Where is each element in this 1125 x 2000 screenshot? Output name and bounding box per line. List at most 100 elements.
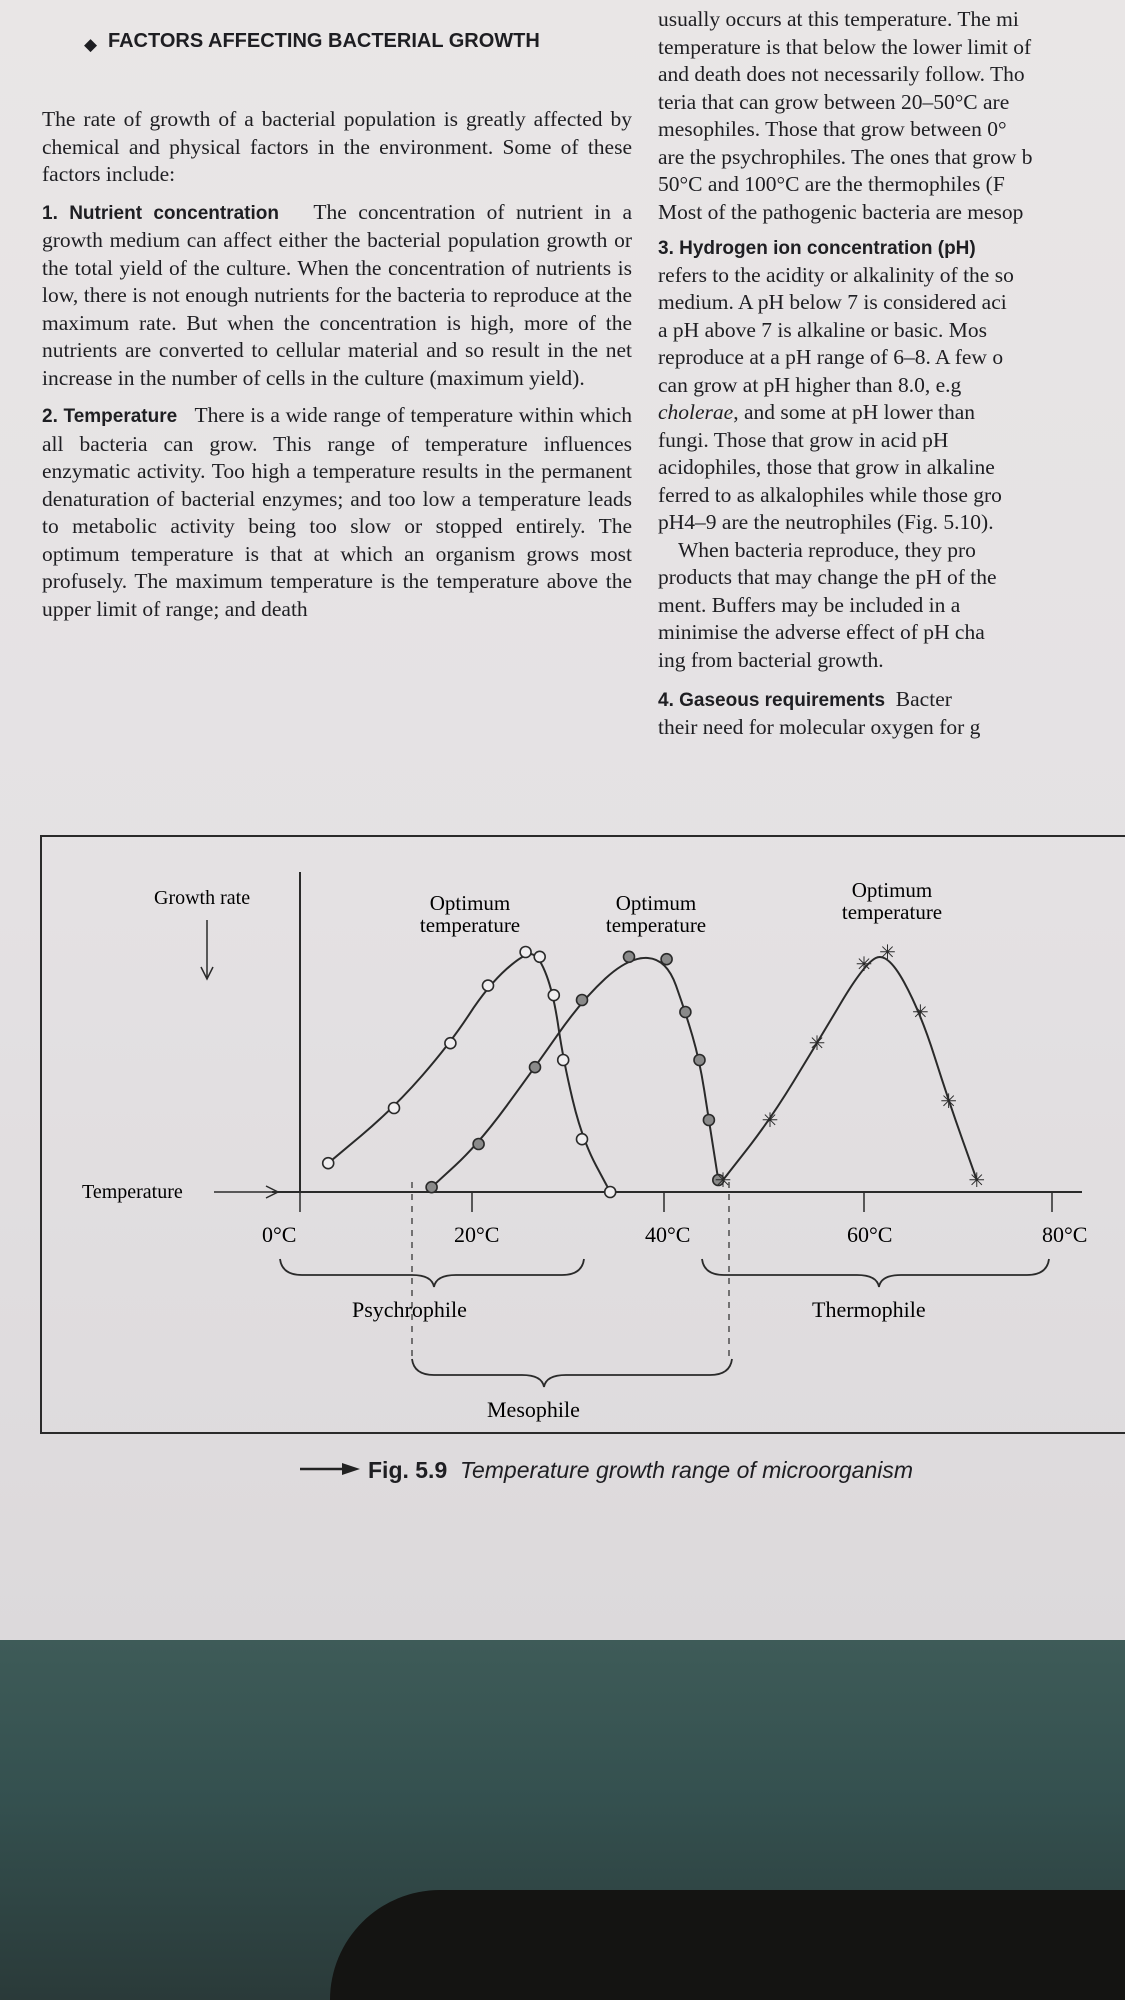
text-line: fungi. Those that grow in acid pH [658, 427, 949, 452]
thermophile-data-point: ✳ [879, 942, 896, 964]
thermophile-data-point: ✳ [762, 1110, 779, 1132]
tick-label: 60°C [847, 1222, 892, 1247]
figure-caption: Fig. 5.9 Temperature growth range of mic… [300, 1457, 1100, 1484]
mesophile-brace [411, 1358, 733, 1388]
psychrophile-label: Psychrophile [352, 1297, 467, 1322]
optimum-label-psychrophile-line2: temperature [420, 913, 520, 937]
text-line: Most of the pathogenic bacteria are meso… [658, 199, 1024, 224]
text-line: medium. A pH below 7 is considered aci [658, 290, 1007, 314]
text-line: usually occurs at this temperature. The … [658, 7, 1019, 31]
text-line: ment. Buffers may be included in a [658, 592, 961, 617]
text-line: teria that can grow between 20–50°C are [658, 89, 1010, 114]
y-axis-label: Growth rate [154, 887, 250, 909]
mesophile-data-point [693, 1053, 706, 1067]
mesophile-curve [430, 956, 720, 1188]
figure-temperature-growth: Growth rate Temperature 0°C 20°C 40°C 60… [40, 835, 1125, 1434]
psychrophile-data-point [387, 1101, 401, 1115]
thermophile-data-point: ✳ [968, 1170, 985, 1192]
ph-title: 3. Hydrogen ion concentration (pH) [658, 238, 976, 259]
nutrient-paragraph: 1. Nutrient concentration The concentrat… [42, 199, 632, 393]
caption-label: Fig. 5.9 [368, 1457, 448, 1483]
species-name: cholerae [658, 400, 734, 424]
intro-paragraph: The rate of growth of a bacterial popula… [42, 107, 632, 186]
tick-label: 0°C [262, 1222, 296, 1247]
arrow-head-icon [200, 966, 214, 981]
text-line: ing from bacterial growth. [658, 647, 884, 672]
thermophile-data-point: ✳ [715, 1170, 732, 1192]
psychrophile-data-point [533, 950, 547, 964]
gas-title-line: 4. Gaseous requirements Bacter [658, 686, 1125, 714]
psychrophile-curve [327, 953, 612, 1193]
left-column: The rate of growth of a bacterial popula… [42, 106, 632, 633]
thermophile-data-point: ✳ [940, 1091, 957, 1113]
thermophile-data-point: ✳ [856, 954, 873, 976]
optimum-label-mesophile-line2: temperature [606, 913, 706, 937]
text-line: 50°C and 100°C are the thermophiles (F [658, 172, 1005, 196]
text-line: reproduce at a pH range of 6–8. A few o [658, 345, 1004, 369]
text-line: products that may change the pH of the [658, 565, 997, 589]
thermophile-data-point: ✳ [912, 1002, 929, 1024]
text-fragment: Bacter [895, 687, 952, 711]
text-line: When bacteria reproduce, they pro [678, 537, 976, 562]
psychrophile-data-point [444, 1036, 457, 1050]
tick-label: 80°C [1042, 1222, 1087, 1247]
x-axis-label: Temperature [82, 1181, 183, 1203]
text-line: cholerae, and some at pH lower than [658, 399, 1125, 427]
gas-title: 4. Gaseous requirements [658, 690, 886, 711]
mesophile-data-point [472, 1137, 485, 1151]
hand-shadow [330, 1890, 1125, 2000]
psychrophile-data-point [321, 1156, 335, 1170]
mesophile-data-point [702, 1113, 716, 1127]
right-column: usually occurs at this temperature. The … [658, 6, 1125, 741]
section-heading: ◆ FACTORS AFFECTING BACTERIAL GROWTH [84, 28, 608, 54]
mesophile-label: Mesophile [487, 1397, 580, 1422]
text-line: acidophiles, those that grow in alkaline [658, 455, 995, 479]
mesophile-data-point [425, 1180, 438, 1194]
text-line: ferred to as alkalophiles while those gr… [658, 482, 1002, 507]
text-line: mesophiles. Those that grow between 0° [658, 117, 1007, 141]
text-line: pH4–9 are the neutrophiles (Fig. 5.10). [658, 510, 994, 534]
tick-label: 20°C [454, 1222, 499, 1247]
psychrophile-data-point [547, 988, 561, 1002]
nutrient-title: 1. Nutrient concentration [42, 202, 279, 224]
text-line: their need for molecular oxygen for g [658, 714, 981, 739]
psychrophile-data-point [519, 945, 532, 959]
text-fragment: , and some at pH lower than [733, 400, 976, 424]
temperature-paragraph: 2. Temperature There is a wide range of … [42, 402, 632, 623]
text-line: minimise the adverse effect of pH cha [658, 620, 985, 644]
ph-title-line: 3. Hydrogen ion concentration (pH) [658, 234, 1125, 262]
mesophile-data-point [679, 1005, 692, 1019]
optimum-label-thermophile-line2: temperature [842, 900, 942, 924]
psychrophile-data-point [603, 1185, 617, 1199]
text-line: a pH above 7 is alkaline or basic. Mos [658, 317, 987, 342]
diamond-bullet-icon: ◆ [84, 35, 98, 54]
optimum-label-mesophile: Optimum [616, 891, 697, 915]
arrow-head-icon [265, 1185, 280, 1199]
nutrient-body: The concentration of nutrient in a growt… [42, 199, 633, 390]
chart-curves: ✳ ✳ ✳ ✳ ✳ ✳ ✳ ✳ [321, 942, 985, 1199]
chart-svg: Growth rate Temperature 0°C 20°C 40°C 60… [82, 872, 1087, 1422]
optimum-label-thermophile: Optimum [852, 878, 933, 902]
tick-label: 40°C [645, 1222, 690, 1247]
psychrophile-data-point [556, 1053, 570, 1067]
psychrophile-data-point [575, 1132, 589, 1146]
optimum-label-psychrophile: Optimum [430, 891, 511, 915]
mesophile-data-point [528, 1060, 542, 1074]
temperature-body: There is a wide range of temperature wit… [42, 403, 633, 621]
textbook-page: ◆ FACTORS AFFECTING BACTERIAL GROWTH The… [0, 0, 1125, 1640]
thermophile-brace [701, 1258, 1050, 1288]
mesophile-data-point [660, 952, 673, 966]
text-line: are the psychrophiles. The ones that gro… [658, 144, 1033, 169]
psychrophile-data-point [481, 979, 495, 992]
mesophile-data-point [622, 950, 636, 964]
text-line: temperature is that below the lower limi… [658, 34, 1032, 59]
thermophile-label: Thermophile [812, 1297, 926, 1322]
background-surface [0, 1640, 1125, 2000]
text-line: can grow at pH higher than 8.0, e.g [658, 372, 962, 397]
text-line: and death does not necessarily follow. T… [658, 62, 1025, 86]
text-line: refers to the acidity or alkalinity of t… [658, 262, 1014, 287]
psychrophile-brace [279, 1258, 585, 1288]
thermophile-data-point: ✳ [809, 1033, 826, 1055]
temperature-title: 2. Temperature [42, 406, 178, 427]
mesophile-data-point [575, 993, 589, 1007]
